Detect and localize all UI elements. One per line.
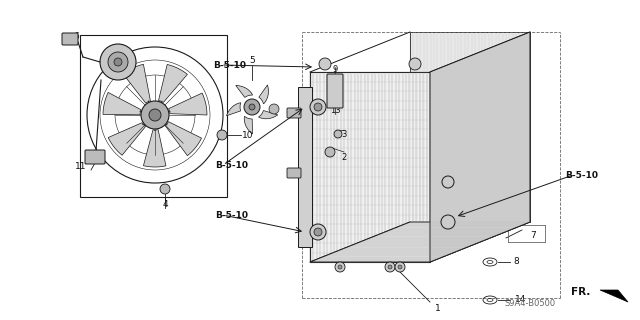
Polygon shape — [168, 93, 207, 115]
Polygon shape — [108, 123, 145, 155]
Polygon shape — [236, 85, 253, 97]
Circle shape — [160, 184, 170, 194]
Text: B-5-10: B-5-10 — [215, 211, 248, 220]
Circle shape — [319, 58, 331, 70]
Circle shape — [338, 265, 342, 269]
Circle shape — [334, 130, 342, 138]
Text: 3: 3 — [341, 130, 347, 139]
Text: 6: 6 — [73, 32, 79, 41]
Text: 10: 10 — [242, 131, 253, 140]
FancyBboxPatch shape — [62, 33, 78, 45]
Polygon shape — [600, 290, 628, 302]
Circle shape — [388, 265, 392, 269]
Text: 13: 13 — [330, 106, 340, 115]
Circle shape — [314, 228, 322, 236]
Text: B-5-10: B-5-10 — [565, 171, 598, 180]
Polygon shape — [227, 103, 241, 116]
Text: 12: 12 — [287, 171, 298, 180]
Polygon shape — [298, 87, 312, 247]
Text: 8: 8 — [513, 258, 519, 267]
Text: B-5-10: B-5-10 — [213, 60, 246, 69]
Polygon shape — [165, 122, 202, 156]
Polygon shape — [259, 85, 268, 104]
Circle shape — [441, 215, 455, 229]
Polygon shape — [310, 72, 430, 262]
Polygon shape — [259, 110, 278, 119]
Circle shape — [409, 58, 421, 70]
Text: 7: 7 — [530, 230, 536, 239]
Circle shape — [335, 262, 345, 272]
Text: 1: 1 — [435, 304, 441, 313]
Polygon shape — [123, 64, 150, 103]
Circle shape — [244, 99, 260, 115]
Text: 4: 4 — [162, 200, 168, 209]
Text: B-5-10: B-5-10 — [215, 161, 248, 170]
Circle shape — [100, 44, 136, 80]
FancyBboxPatch shape — [287, 168, 301, 178]
Polygon shape — [310, 222, 530, 262]
Polygon shape — [159, 64, 188, 102]
Polygon shape — [430, 32, 530, 262]
Circle shape — [141, 101, 169, 129]
Text: 5: 5 — [249, 56, 255, 65]
Circle shape — [395, 262, 405, 272]
Circle shape — [442, 176, 454, 188]
Text: 9: 9 — [332, 65, 338, 74]
FancyBboxPatch shape — [85, 150, 105, 164]
Circle shape — [249, 104, 255, 110]
Circle shape — [269, 104, 279, 114]
Polygon shape — [103, 92, 141, 115]
Polygon shape — [143, 130, 166, 167]
Circle shape — [325, 147, 335, 157]
Circle shape — [310, 99, 326, 115]
Text: 14: 14 — [515, 295, 526, 305]
Text: S9A4-B0500: S9A4-B0500 — [504, 299, 556, 308]
Circle shape — [114, 58, 122, 66]
Text: 11: 11 — [76, 162, 87, 171]
Circle shape — [385, 262, 395, 272]
Circle shape — [108, 52, 128, 72]
Circle shape — [314, 103, 322, 111]
Circle shape — [149, 109, 161, 121]
Polygon shape — [244, 116, 252, 134]
Polygon shape — [410, 32, 530, 222]
Circle shape — [310, 224, 326, 240]
FancyBboxPatch shape — [287, 108, 301, 118]
Text: FR.: FR. — [571, 287, 590, 297]
FancyBboxPatch shape — [327, 74, 343, 108]
Circle shape — [217, 130, 227, 140]
Circle shape — [398, 265, 402, 269]
Text: 2: 2 — [341, 153, 347, 162]
